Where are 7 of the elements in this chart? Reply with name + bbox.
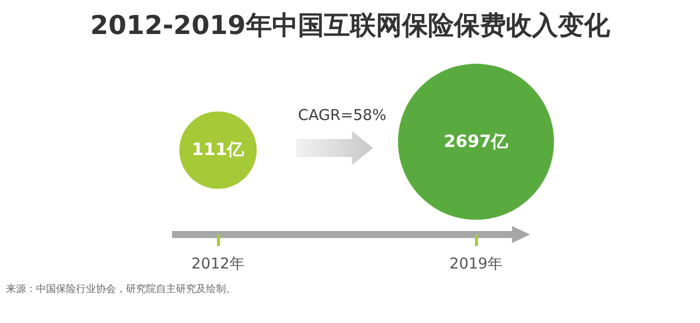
text: CAGR=58%	[298, 106, 386, 124]
source-note: 来源：中国保险行业协会，研究院自主研究及绘制。	[6, 282, 236, 296]
category-label: 2019年	[449, 254, 503, 272]
category-label: 2012年	[191, 254, 245, 272]
data-label: 2697亿	[444, 132, 510, 152]
text: 2012-2019年中国互联网保险保费收入变化	[90, 11, 611, 41]
data-label: 111亿	[192, 140, 246, 160]
